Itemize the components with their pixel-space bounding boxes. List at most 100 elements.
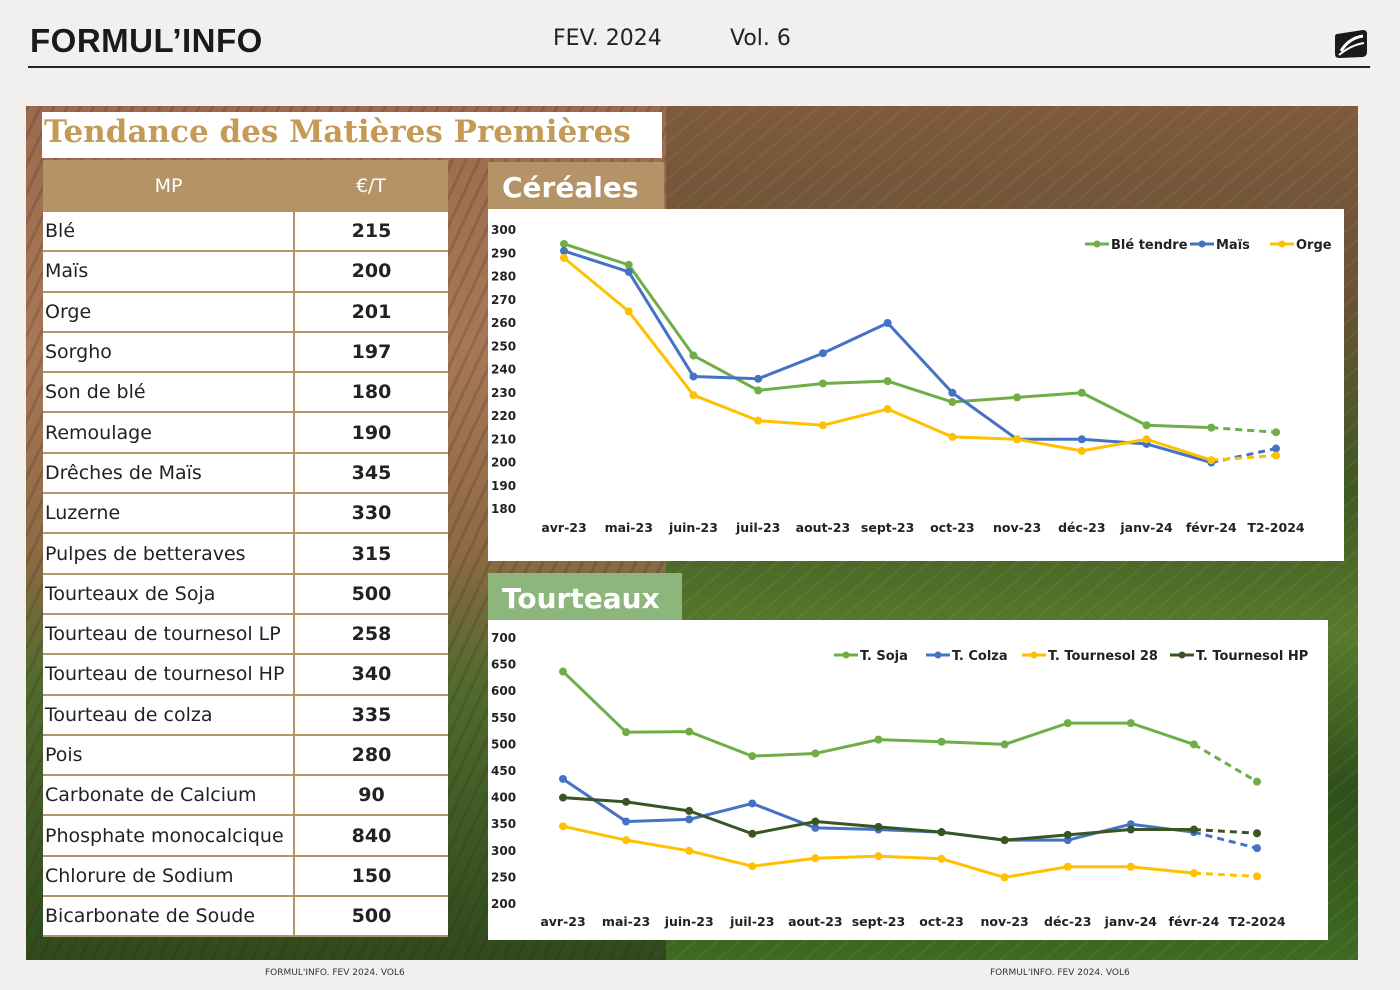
data-point bbox=[559, 774, 567, 783]
y-tick-label: 450 bbox=[491, 764, 516, 778]
y-tick-label: 700 bbox=[491, 631, 516, 645]
series-forecast-line-1 bbox=[1210, 447, 1277, 464]
series-line-2 bbox=[562, 256, 1213, 462]
data-point bbox=[1189, 869, 1198, 878]
material-price: 500 bbox=[294, 573, 448, 615]
series-line-0 bbox=[562, 242, 1213, 430]
x-tick-label: mai-23 bbox=[602, 914, 650, 929]
data-point bbox=[874, 822, 883, 831]
x-tick-label: T2-2024 bbox=[1247, 520, 1305, 535]
material-price: 150 bbox=[294, 855, 448, 898]
material-name: Son de blé bbox=[43, 372, 295, 414]
data-point bbox=[948, 398, 957, 407]
material-name: Tourteaux de Soja bbox=[43, 573, 295, 615]
y-tick-label: 400 bbox=[491, 791, 516, 805]
title-box bbox=[42, 112, 662, 158]
x-tick-label: nov-23 bbox=[993, 520, 1041, 535]
data-point bbox=[748, 799, 757, 808]
series-forecast-line-0 bbox=[1193, 743, 1258, 783]
data-point bbox=[748, 862, 757, 871]
data-point bbox=[559, 667, 567, 676]
x-tick-label: sept-23 bbox=[861, 520, 914, 535]
legend-swatch-marker bbox=[1093, 240, 1101, 248]
data-point bbox=[1126, 825, 1135, 834]
data-point bbox=[1253, 872, 1261, 881]
material-name: Carbonate de Calcium bbox=[43, 775, 295, 817]
cereales-chart: 180 190 200 210 220 230 240 250 260 270 280 290 300 a… bbox=[488, 209, 1344, 561]
y-tick-label: 260 bbox=[491, 316, 516, 330]
data-point bbox=[1077, 446, 1086, 455]
data-point bbox=[948, 388, 957, 397]
tab-cereales: Céréales bbox=[488, 162, 664, 210]
data-point bbox=[818, 349, 827, 358]
table-header-row: MP €/T bbox=[43, 160, 448, 212]
table-row: Pois 280 bbox=[43, 734, 448, 777]
data-point bbox=[811, 823, 820, 832]
y-tick-label: 300 bbox=[491, 223, 516, 237]
data-point bbox=[948, 432, 957, 441]
y-tick-label: 600 bbox=[491, 684, 516, 698]
data-point bbox=[685, 727, 694, 736]
y-tick-label: 180 bbox=[491, 502, 516, 516]
data-point bbox=[1272, 428, 1280, 437]
table-row: Chlorure de Sodium 150 bbox=[43, 855, 448, 898]
data-point bbox=[1077, 388, 1086, 397]
table-row: Sorgho 197 bbox=[43, 331, 448, 374]
material-name: Phosphate monocalcique bbox=[43, 815, 295, 857]
data-point bbox=[1272, 444, 1280, 453]
data-point bbox=[818, 421, 827, 430]
y-tick-label: 500 bbox=[491, 737, 516, 751]
material-name: Drêches de Maïs bbox=[43, 452, 295, 495]
data-point bbox=[754, 416, 763, 425]
table-row: Maïs 200 bbox=[43, 251, 448, 293]
material-price: 190 bbox=[294, 412, 448, 454]
raw-materials-table: MP €/T Blé 215 Maïs 200 Orge 201 Sorgho 197 Son … bbox=[43, 160, 448, 938]
data-point bbox=[937, 737, 946, 746]
page-title: Tendance des Matières Premières bbox=[44, 114, 631, 150]
legend-swatch-marker bbox=[842, 651, 850, 659]
material-name: Tourteau de colza bbox=[43, 694, 295, 736]
series-forecast-line-0 bbox=[1211, 426, 1277, 434]
table-row: Tourteau de tournesol HP 340 bbox=[43, 654, 448, 696]
column-header-price: €/T bbox=[294, 160, 448, 212]
data-point bbox=[559, 822, 567, 831]
material-price: 315 bbox=[294, 533, 448, 575]
data-point bbox=[937, 854, 946, 863]
data-point bbox=[624, 267, 633, 276]
data-point bbox=[1142, 435, 1151, 444]
x-tick-label: juil-23 bbox=[729, 914, 774, 929]
y-tick-label: 290 bbox=[491, 246, 516, 260]
material-name: Orge bbox=[43, 291, 295, 333]
y-tick-label: 200 bbox=[491, 456, 516, 470]
material-name: Pulpes de betteraves bbox=[43, 533, 295, 575]
table-row: Tourteaux de Soja 500 bbox=[43, 573, 448, 615]
material-name: Tourteau de tournesol HP bbox=[43, 654, 295, 696]
table-body: Blé 215 Maïs 200 Orge 201 Sorgho 197 Son de blé 1… bbox=[43, 212, 448, 938]
data-point bbox=[560, 253, 568, 262]
y-tick-label: 270 bbox=[491, 293, 516, 307]
data-point bbox=[1253, 829, 1261, 838]
data-point bbox=[748, 829, 757, 838]
footer-left: FORMUL'INFO. FEV 2024. VOL6 bbox=[265, 968, 405, 978]
data-point bbox=[937, 828, 946, 837]
material-price: 180 bbox=[294, 372, 448, 414]
data-point bbox=[1189, 825, 1198, 834]
data-point bbox=[883, 319, 892, 327]
data-point bbox=[689, 391, 698, 400]
data-point bbox=[883, 405, 892, 414]
x-tick-label: aout-23 bbox=[796, 520, 850, 535]
material-name: Chlorure de Sodium bbox=[43, 855, 295, 898]
data-point bbox=[883, 377, 892, 386]
legend-label: T. Tournesol HP bbox=[1196, 649, 1308, 664]
tourteaux-chart: 200 250 300 350 400 450 500 550 600 650 700 avr-23 m… bbox=[488, 620, 1328, 940]
table-row: Tourteau de tournesol LP 258 bbox=[43, 613, 448, 656]
data-point bbox=[622, 797, 631, 806]
legend-label: Maïs bbox=[1216, 238, 1250, 253]
y-tick-label: 300 bbox=[491, 844, 516, 858]
data-point bbox=[1253, 777, 1261, 786]
table-row: Luzerne 330 bbox=[43, 493, 448, 535]
legend-swatch-marker bbox=[934, 651, 942, 659]
data-point bbox=[811, 854, 820, 863]
data-point bbox=[1000, 873, 1009, 882]
brand-name: FORMUL’INFO bbox=[30, 22, 263, 59]
